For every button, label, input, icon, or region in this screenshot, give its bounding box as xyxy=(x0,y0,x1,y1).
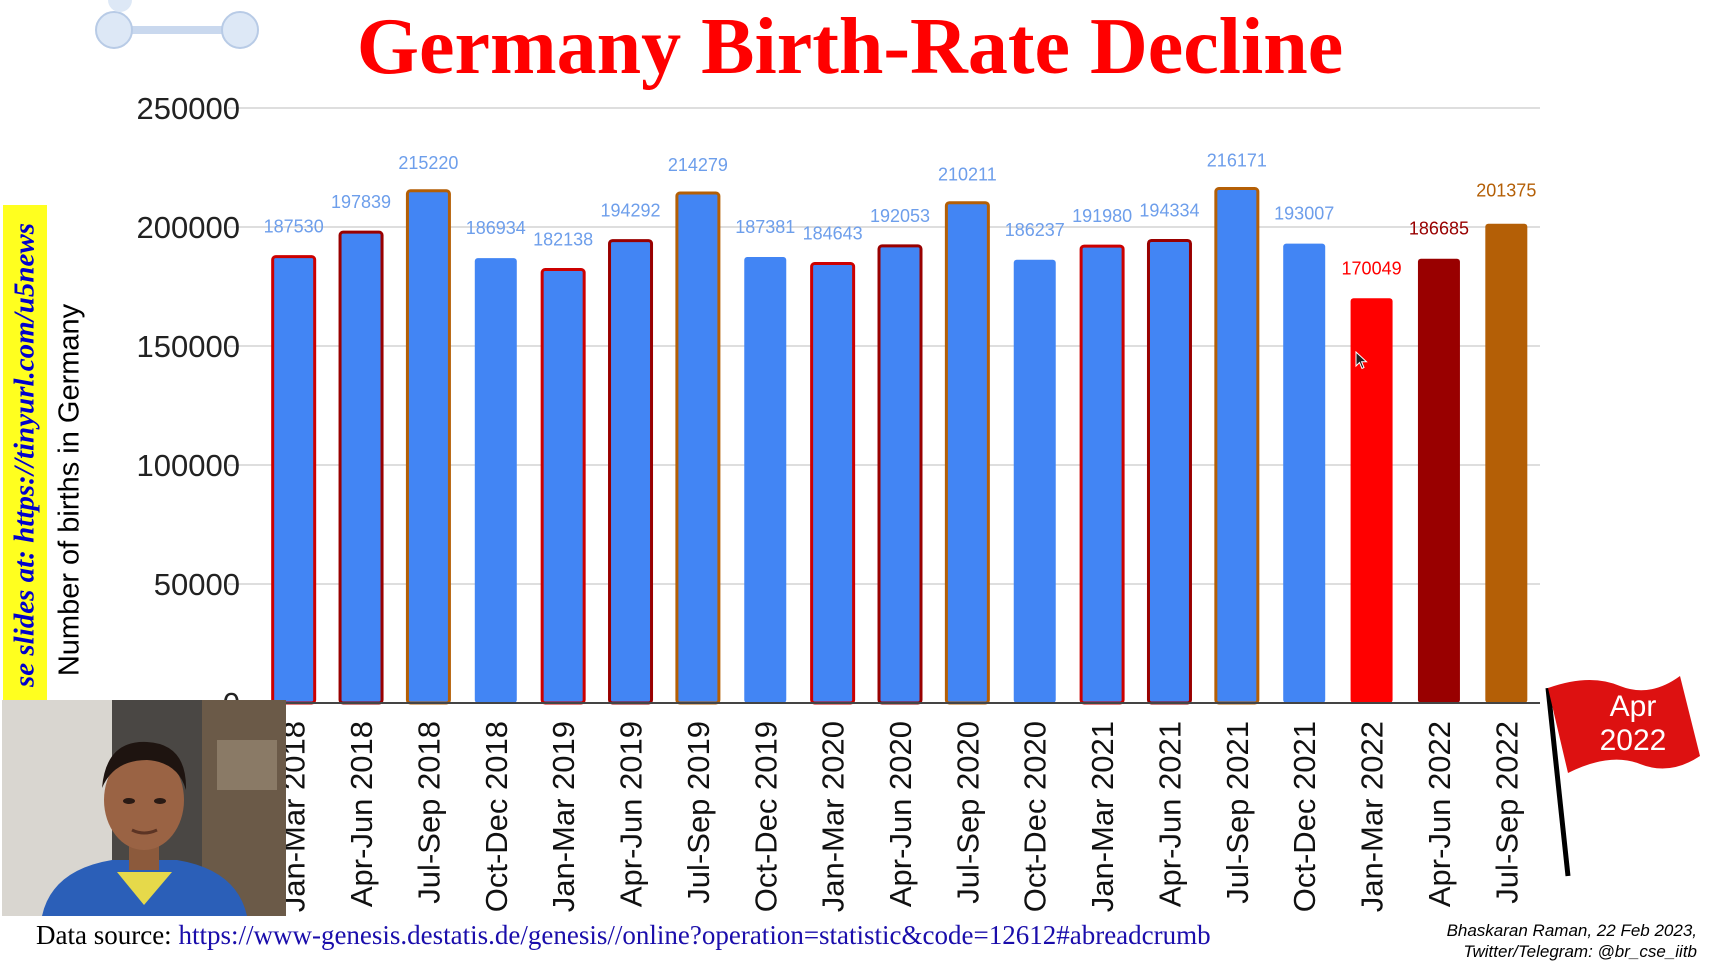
flag-label-year: 2022 xyxy=(1599,724,1667,757)
data-label: 182138 xyxy=(533,230,593,250)
x-tick-label: Jan-Mar 2020 xyxy=(816,721,851,912)
data-label: 186237 xyxy=(1005,220,1065,240)
data-label: 197839 xyxy=(331,192,391,212)
x-tick-label: Jul-Sep 2021 xyxy=(1220,721,1255,904)
bar xyxy=(810,262,856,705)
x-tick-label: Jan-Mar 2019 xyxy=(546,721,581,912)
data-source-link[interactable]: https://www-genesis.destatis.de/genesis/… xyxy=(178,920,1211,950)
slide-title: Germany Birth-Rate Decline xyxy=(356,3,1344,91)
data-label: 187381 xyxy=(735,217,795,237)
x-tick-label: Apr-Jun 2019 xyxy=(614,721,649,907)
data-label: 187530 xyxy=(264,217,324,237)
data-label: 214279 xyxy=(668,155,728,175)
x-tick-label: Jul-Sep 2020 xyxy=(950,721,985,904)
y-tick-label: 250000 xyxy=(137,91,240,126)
data-label: 184643 xyxy=(803,224,863,244)
bar xyxy=(1146,238,1192,705)
bar xyxy=(405,189,451,705)
bar xyxy=(744,257,787,703)
mouse-cursor-icon xyxy=(1355,351,1368,370)
bar xyxy=(1417,258,1460,703)
x-tick-label: Jan-Mar 2022 xyxy=(1355,721,1390,912)
flag-label-month: Apr xyxy=(1609,690,1657,723)
data-label: 193007 xyxy=(1274,204,1334,224)
x-tick-label: Apr-Jun 2021 xyxy=(1152,721,1187,907)
author-credit-line2: Twitter/Telegram: @br_cse_iitb xyxy=(1463,942,1697,961)
bar xyxy=(675,191,721,705)
y-axis-label: Number of births in Germany xyxy=(53,303,86,677)
data-source-prefix: Data source: xyxy=(36,920,179,950)
bar xyxy=(944,201,990,705)
bar xyxy=(1283,243,1326,703)
data-label: 210211 xyxy=(938,165,997,185)
x-tick-label: Jan-Mar 2021 xyxy=(1085,721,1120,912)
x-tick-label: Apr-Jun 2020 xyxy=(883,721,918,907)
bar xyxy=(1013,259,1056,703)
data-label: 186685 xyxy=(1409,219,1469,239)
webcam-video xyxy=(2,700,286,916)
data-label: 216171 xyxy=(1207,151,1267,171)
data-label: 170049 xyxy=(1342,258,1402,278)
bar xyxy=(338,230,384,705)
presenter-webcam-image xyxy=(2,700,286,916)
author-credit-line1: Bhaskaran Raman, 22 Feb 2023, xyxy=(1446,921,1697,940)
y-tick-label: 100000 xyxy=(137,448,240,483)
flag-icon xyxy=(1545,676,1700,877)
data-label: 186934 xyxy=(466,218,526,238)
bar xyxy=(608,239,654,705)
bar xyxy=(877,244,923,705)
data-label: 192053 xyxy=(870,206,930,226)
y-tick-label: 50000 xyxy=(154,567,240,602)
data-label: 194292 xyxy=(600,201,660,221)
data-label: 215220 xyxy=(398,153,458,173)
y-tick-label: 200000 xyxy=(137,210,240,245)
data-source-line: Data source: https://www-genesis.destati… xyxy=(36,920,1211,951)
flag-label: Apr 2022 xyxy=(1578,690,1688,758)
x-tick-label: Jul-Sep 2018 xyxy=(411,721,446,904)
side-banner: se slides at: https://tinyurl.com/u5news xyxy=(3,205,47,705)
bar xyxy=(1350,298,1393,703)
y-tick-label: 150000 xyxy=(137,329,240,364)
x-tick-label: Oct-Dec 2020 xyxy=(1018,721,1053,912)
data-label: 201375 xyxy=(1476,181,1536,201)
x-tick-label: Oct-Dec 2019 xyxy=(748,721,783,912)
x-tick-label: Jul-Sep 2022 xyxy=(1489,721,1524,904)
x-tick-label: Oct-Dec 2021 xyxy=(1287,721,1322,912)
bar xyxy=(271,255,317,705)
data-label: 194334 xyxy=(1139,200,1199,220)
molecule-logo-icon xyxy=(95,0,259,49)
x-tick-label: Apr-Jun 2022 xyxy=(1422,721,1457,907)
x-tick-label: Oct-Dec 2018 xyxy=(479,721,514,912)
bar xyxy=(1485,223,1528,704)
x-tick-label: Apr-Jun 2018 xyxy=(344,721,379,907)
data-label: 191980 xyxy=(1072,206,1132,226)
bar xyxy=(474,258,517,703)
bar xyxy=(540,268,586,705)
bar xyxy=(1214,187,1260,705)
author-credit: Bhaskaran Raman, 22 Feb 2023, Twitter/Te… xyxy=(1447,920,1697,962)
x-tick-label: Jul-Sep 2019 xyxy=(681,721,716,904)
bar xyxy=(1079,244,1125,705)
